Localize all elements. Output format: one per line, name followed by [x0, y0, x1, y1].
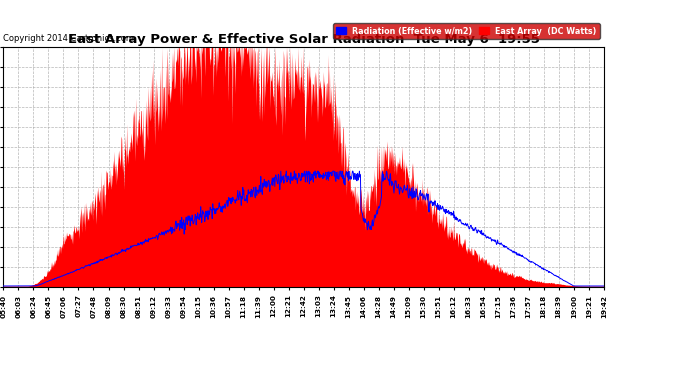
Text: Copyright 2014 Cartronics.com: Copyright 2014 Cartronics.com	[3, 34, 135, 43]
Legend: Radiation (Effective w/m2), East Array  (DC Watts): Radiation (Effective w/m2), East Array (…	[333, 23, 600, 39]
Title: East Array Power & Effective Solar Radiation  Tue May 6  19:55: East Array Power & Effective Solar Radia…	[68, 33, 540, 46]
